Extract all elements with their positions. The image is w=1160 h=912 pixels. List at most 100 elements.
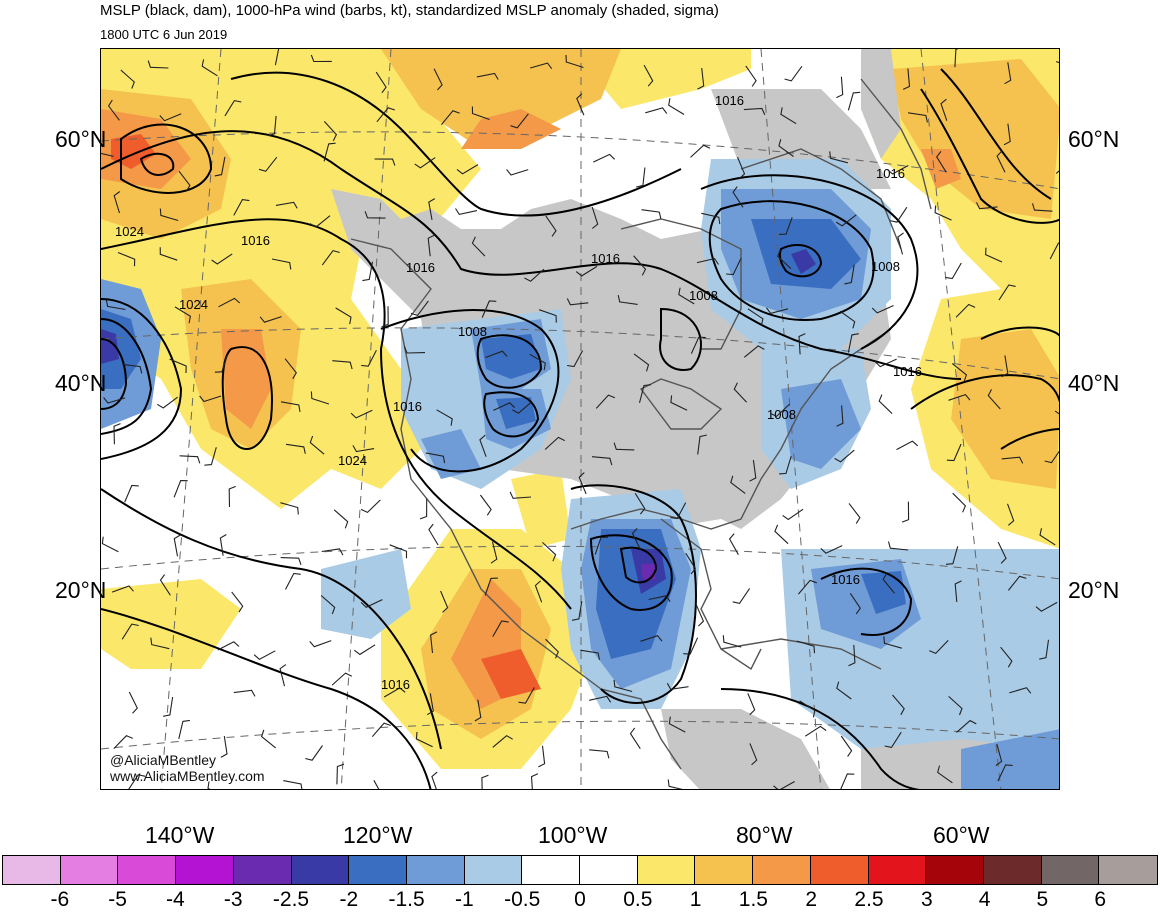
wind-barb xyxy=(591,456,613,466)
wind-barb xyxy=(779,455,792,475)
wind-barb xyxy=(309,215,331,228)
wind-barb xyxy=(321,548,344,556)
wind-barb xyxy=(350,409,373,419)
wind-barb xyxy=(121,623,139,640)
wind-barb xyxy=(179,455,201,464)
wind-barb xyxy=(678,287,695,305)
wind-barb xyxy=(884,731,902,749)
wind-barb xyxy=(1001,355,1009,378)
colorbar-tick-label: -4 xyxy=(166,888,185,911)
wind-barb xyxy=(784,65,803,82)
lat-label-right: 60°N xyxy=(1068,126,1120,152)
wind-barb xyxy=(518,687,535,704)
colorbar-tick-label: 3 xyxy=(920,888,933,911)
colorbar-tick-label: -1.5 xyxy=(388,888,425,911)
wind-barb xyxy=(954,49,959,68)
wind-barb xyxy=(730,475,746,494)
wind-barb xyxy=(440,590,449,613)
lon-label: 120°W xyxy=(343,822,413,848)
wind-barb xyxy=(353,644,376,656)
wind-barb xyxy=(635,167,646,188)
colorbar-swatch xyxy=(1041,856,1100,884)
wind-barb xyxy=(780,107,797,125)
wind-barb xyxy=(956,719,977,733)
wind-barb xyxy=(425,452,446,464)
wind-barb xyxy=(948,393,971,401)
isobar-label: 1016 xyxy=(715,93,744,108)
wind-barb xyxy=(996,150,1006,173)
wind-barb xyxy=(848,644,856,667)
wind-barb xyxy=(945,546,959,565)
wind-barb xyxy=(113,423,121,445)
wind-barb xyxy=(159,247,178,261)
wind-barb xyxy=(798,333,806,355)
wind-barb xyxy=(589,695,612,703)
wind-barb xyxy=(1004,62,1012,85)
wind-barb xyxy=(645,107,668,114)
wind-barb xyxy=(668,98,685,115)
wind-barb xyxy=(886,165,909,175)
wind-barbs xyxy=(101,49,1059,789)
wind-barb xyxy=(360,499,381,514)
wind-barb xyxy=(484,577,498,596)
wind-barb xyxy=(987,389,1001,410)
colorbar-swatch xyxy=(983,856,1042,884)
wind-barb xyxy=(733,382,748,403)
wind-barb xyxy=(113,735,134,749)
wind-barb xyxy=(510,113,529,129)
wind-barb xyxy=(633,353,650,372)
wind-barb xyxy=(648,595,671,602)
wind-barb xyxy=(732,186,744,208)
wind-barb xyxy=(373,780,380,789)
wind-barb xyxy=(769,403,790,418)
wind-barb xyxy=(840,773,855,789)
isobar-label: 1016 xyxy=(831,572,860,587)
wind-barb xyxy=(1039,639,1050,660)
wind-barb xyxy=(524,268,545,282)
wind-barb xyxy=(376,107,395,123)
colorbar-tick-label: -3 xyxy=(223,888,243,911)
wind-barb xyxy=(493,402,516,411)
isobar-label: 1016 xyxy=(893,364,922,379)
colorbar-tick-label: -2 xyxy=(339,888,359,911)
wind-barb xyxy=(280,557,302,565)
wind-barb xyxy=(902,68,911,90)
colorbar-swatch xyxy=(176,856,234,884)
wind-barb xyxy=(836,76,844,99)
wind-barb xyxy=(362,261,374,282)
wind-barb xyxy=(726,258,742,276)
wind-barb xyxy=(1003,123,1011,146)
wind-barb xyxy=(310,391,330,405)
wind-barb xyxy=(836,681,852,700)
wind-barb xyxy=(103,397,126,404)
wind-barb xyxy=(839,310,856,329)
wind-barb xyxy=(747,693,756,716)
wind-barb xyxy=(159,208,179,222)
wind-barb xyxy=(951,363,968,382)
wind-barb xyxy=(530,62,553,70)
wind-barb xyxy=(509,491,532,499)
wind-barb xyxy=(530,773,539,789)
wind-barb xyxy=(782,508,804,521)
wind-barb xyxy=(774,524,789,545)
colorbar-swatch xyxy=(810,856,869,884)
wind-barb xyxy=(945,262,962,280)
wind-barb xyxy=(360,599,383,608)
wind-barb xyxy=(697,67,705,90)
wind-barb xyxy=(840,735,853,757)
isobar-label: 1008 xyxy=(458,324,487,339)
wind-barb xyxy=(613,679,633,693)
wind-barb xyxy=(997,764,1013,782)
lon-label: 100°W xyxy=(538,822,608,848)
wind-barb xyxy=(889,206,908,223)
wind-barb xyxy=(777,249,792,270)
wind-barb xyxy=(736,156,746,180)
wind-barb xyxy=(214,354,228,373)
wind-barb xyxy=(878,394,893,414)
wind-barb xyxy=(204,447,217,466)
wind-barb xyxy=(428,523,439,546)
wind-barb xyxy=(545,215,557,237)
wind-barb xyxy=(233,689,256,697)
isobar-label: 1016 xyxy=(241,233,270,248)
wind-barb xyxy=(271,258,292,270)
